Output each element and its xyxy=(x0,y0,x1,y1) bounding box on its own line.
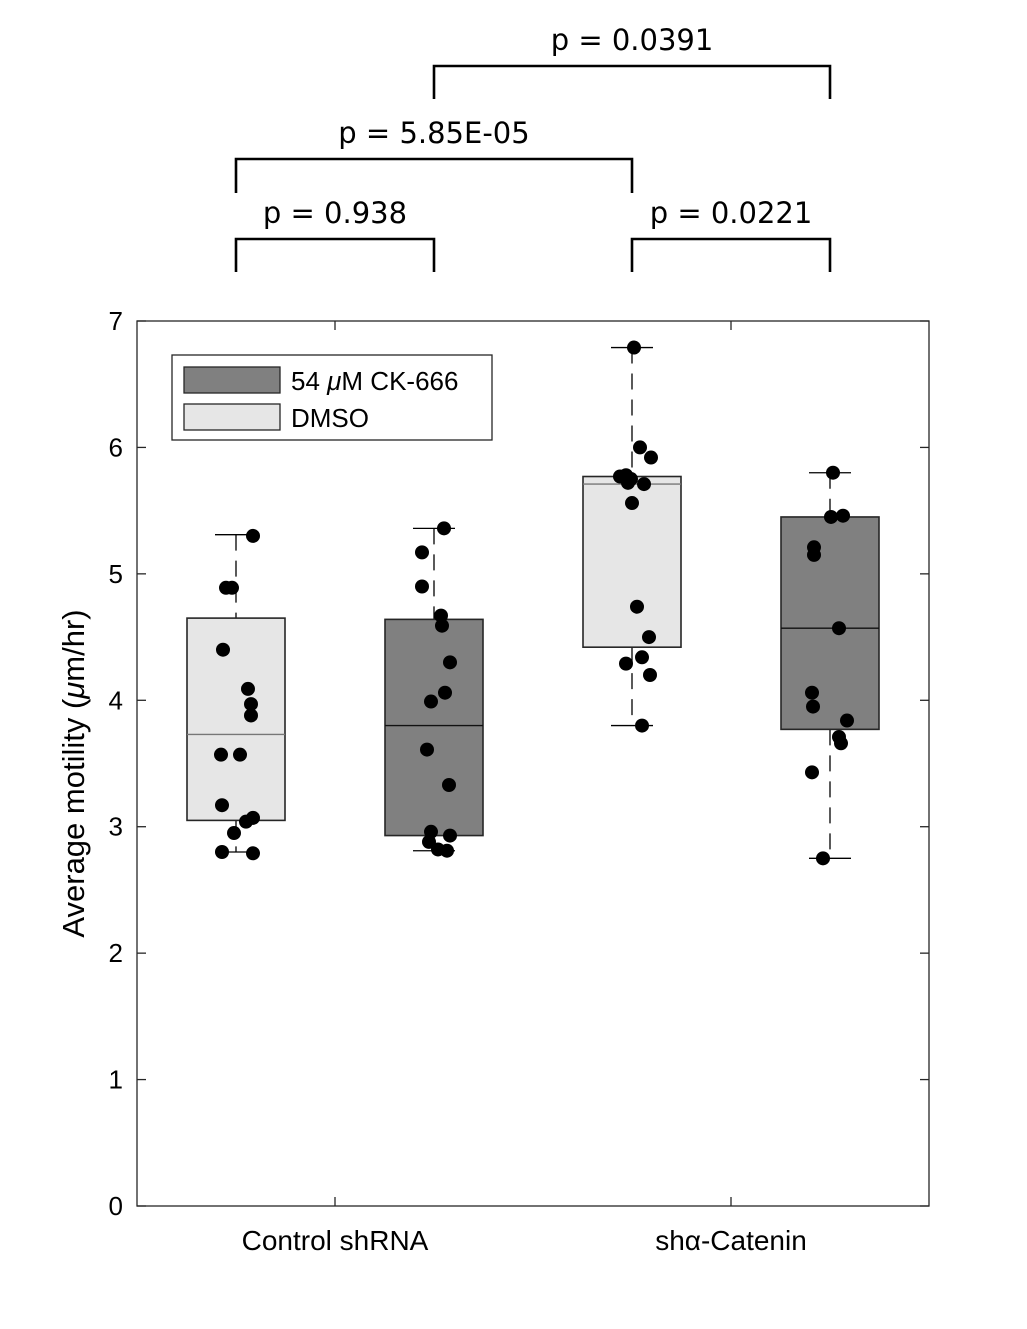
y-tick-label: 7 xyxy=(109,306,123,336)
data-point xyxy=(227,826,241,841)
data-point xyxy=(437,521,451,536)
data-point xyxy=(215,798,229,813)
significance-bracket: p = 0.0221 xyxy=(630,196,832,272)
data-point xyxy=(225,580,239,595)
data-point xyxy=(233,747,247,762)
data-point xyxy=(621,475,635,490)
box-2 xyxy=(384,521,484,858)
legend-swatch xyxy=(183,366,281,394)
significance-bracket: p = 5.85E-05 xyxy=(234,116,634,193)
bracket-line xyxy=(630,237,832,272)
data-point xyxy=(805,765,819,780)
data-point xyxy=(435,618,449,633)
data-point xyxy=(443,655,457,670)
data-point xyxy=(834,736,848,751)
data-point xyxy=(246,528,260,543)
data-point xyxy=(244,708,258,723)
data-point xyxy=(434,608,448,623)
p-value-label: p = 0.938 xyxy=(263,196,407,230)
data-point xyxy=(635,650,649,665)
legend-swatch xyxy=(183,403,281,431)
data-point xyxy=(824,509,838,524)
data-point xyxy=(420,742,434,757)
significance-bracket: p = 0.0391 xyxy=(432,23,832,99)
data-point xyxy=(637,477,651,492)
box-body xyxy=(384,618,484,837)
y-tick-label: 4 xyxy=(109,685,123,715)
y-tick-label: 3 xyxy=(109,812,123,842)
box-4 xyxy=(780,465,880,866)
box-1 xyxy=(186,528,286,861)
bracket-line xyxy=(234,157,634,193)
y-axis-label: Average motility (μm/hr) xyxy=(56,609,91,937)
data-point xyxy=(443,828,457,843)
data-point xyxy=(627,340,641,355)
data-point xyxy=(633,440,647,455)
data-point xyxy=(438,685,452,700)
box-3 xyxy=(582,340,682,733)
data-point xyxy=(806,699,820,714)
data-point xyxy=(241,681,255,696)
p-value-label: p = 5.85E-05 xyxy=(338,116,529,150)
data-point xyxy=(840,713,854,728)
bracket-line xyxy=(234,237,436,272)
data-point xyxy=(826,465,840,480)
data-point xyxy=(644,450,658,465)
y-tick-label: 1 xyxy=(109,1065,123,1095)
box-body xyxy=(780,516,880,731)
data-point xyxy=(244,697,258,712)
y-tick-label: 5 xyxy=(109,559,123,589)
axes-frame xyxy=(136,320,930,1207)
data-point xyxy=(625,496,639,511)
significance-bracket: p = 0.938 xyxy=(234,196,436,272)
data-point xyxy=(246,846,260,861)
y-tick-label: 6 xyxy=(109,432,123,462)
y-tick-label: 0 xyxy=(109,1191,123,1221)
plot-area: 0 1 2 3 4 5 6 7 Control shRNA shα-Catenin Average … xyxy=(56,306,930,1256)
legend-label: 54 μM CK-666 xyxy=(291,366,458,396)
legend-label: DMSO xyxy=(291,403,369,433)
data-point xyxy=(215,845,229,859)
data-point xyxy=(216,642,230,657)
legend: 54 μM CK-666 DMSO xyxy=(171,354,493,441)
box-body xyxy=(186,617,286,822)
data-point xyxy=(805,685,819,700)
data-point xyxy=(807,547,821,562)
x-category-label: Control shRNA xyxy=(242,1225,429,1256)
data-point xyxy=(832,621,846,636)
data-point xyxy=(239,814,253,829)
data-point xyxy=(424,694,438,709)
data-point xyxy=(635,718,649,733)
data-point xyxy=(642,630,656,645)
data-point xyxy=(643,668,657,682)
y-tick-label: 2 xyxy=(109,938,123,968)
data-point xyxy=(630,599,644,614)
data-point xyxy=(440,843,454,858)
data-point xyxy=(415,545,429,560)
data-point xyxy=(214,747,228,762)
data-point xyxy=(442,777,456,792)
significance-brackets: p = 0.0391 p = 5.85E-05 p = 0.938 p = 0.022… xyxy=(234,23,832,272)
data-point xyxy=(816,851,830,866)
p-value-label: p = 0.0221 xyxy=(650,196,813,230)
x-category-label: shα-Catenin xyxy=(655,1225,807,1256)
bracket-line xyxy=(432,64,832,99)
data-point xyxy=(836,508,850,523)
data-point xyxy=(619,656,633,671)
data-point xyxy=(415,579,429,594)
p-value-label: p = 0.0391 xyxy=(551,23,714,57)
